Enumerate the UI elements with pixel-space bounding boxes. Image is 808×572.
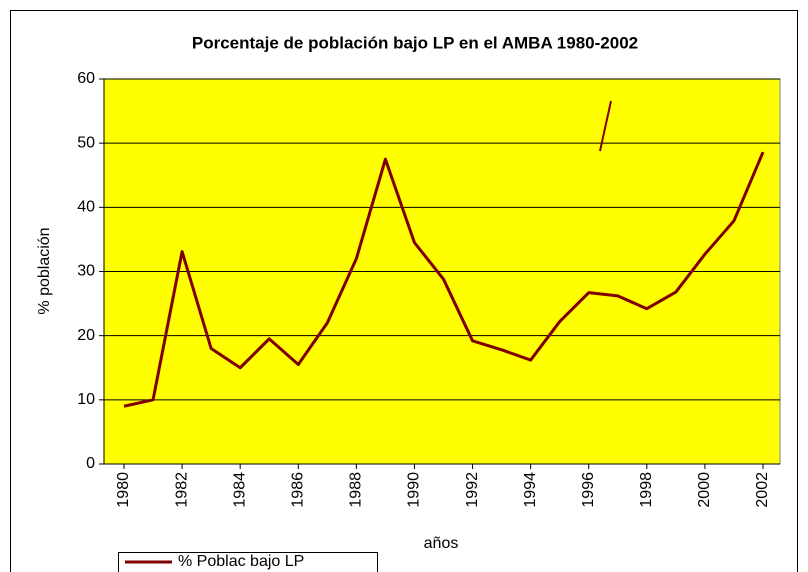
x-tick-label: 1986	[289, 472, 306, 508]
x-tick-label: 1984	[231, 472, 248, 508]
legend-label: % Poblac bajo LP	[178, 553, 304, 570]
x-tick-label: 1992	[464, 472, 481, 508]
data-line	[123, 151, 765, 408]
x-tick-label: 1988	[348, 472, 365, 508]
x-tick-label: 2000	[696, 472, 713, 508]
y-axis-label: % población	[36, 227, 53, 314]
x-tick-label: 1990	[406, 472, 423, 508]
y-tick-label: 0	[86, 455, 95, 472]
x-tick-label: 1996	[580, 472, 597, 508]
x-tick-label: 1994	[522, 472, 539, 508]
x-tick-label: 1998	[638, 472, 655, 508]
y-tick-label: 10	[77, 391, 95, 408]
y-tick-label: 30	[77, 263, 95, 280]
legend-box	[118, 552, 378, 572]
y-tick-label: 50	[77, 134, 95, 151]
x-tick-label: 1980	[115, 472, 132, 508]
y-tick-label: 60	[77, 70, 95, 87]
chart-title: Porcentaje de población bajo LP en el AM…	[192, 33, 638, 52]
y-tick-label: 40	[77, 199, 95, 216]
x-axis-label: años	[424, 535, 459, 552]
stray-mark	[599, 100, 612, 152]
x-tick-label: 1982	[173, 472, 190, 508]
y-tick-label: 20	[77, 327, 95, 344]
x-tick-label: 2002	[754, 472, 771, 508]
